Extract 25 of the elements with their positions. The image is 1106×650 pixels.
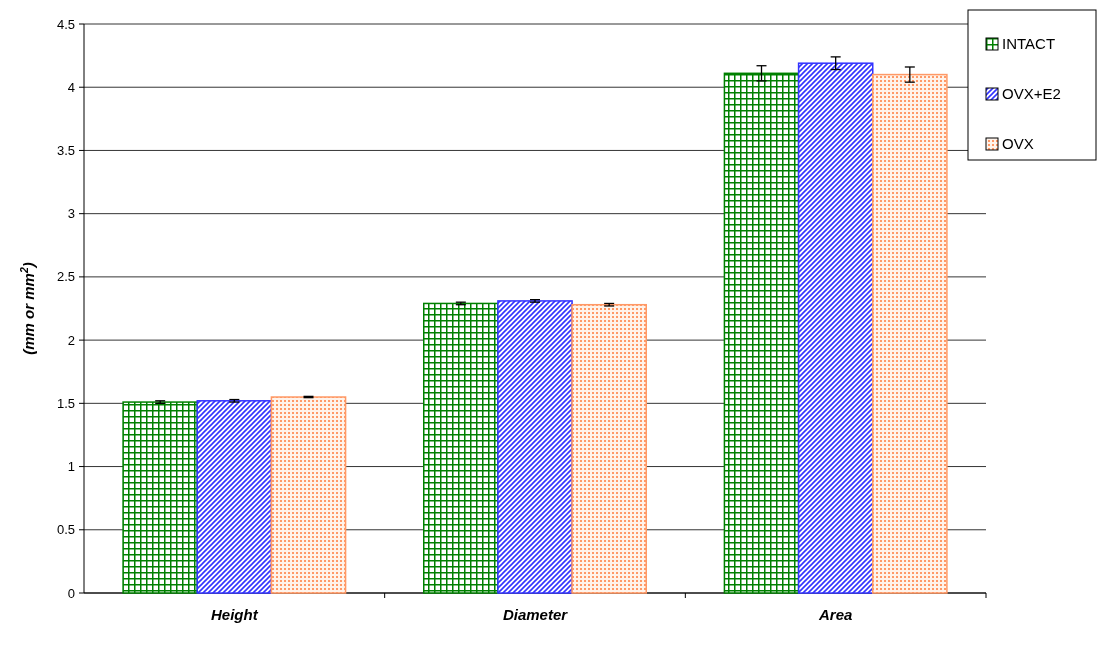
y-tick-label: 1.5 xyxy=(56,395,75,411)
y-tick-label: 2 xyxy=(67,332,75,348)
bar xyxy=(196,400,273,594)
bar xyxy=(423,302,499,594)
bar xyxy=(872,73,948,594)
y-tick-label: 4.5 xyxy=(56,16,75,32)
bar xyxy=(497,300,573,594)
x-tick-label: Area xyxy=(817,606,853,623)
bar xyxy=(571,303,647,594)
x-tick-label: Diameter xyxy=(502,606,569,623)
y-tick-label: 1 xyxy=(67,459,75,475)
bar xyxy=(723,72,800,594)
legend-label: OVX xyxy=(1002,135,1034,153)
legend-label: INTACT xyxy=(1002,35,1056,53)
bar xyxy=(122,401,198,594)
y-tick-label: 2.5 xyxy=(56,269,75,285)
y-tick-label: 0 xyxy=(67,585,75,601)
bar xyxy=(270,396,347,594)
y-tick-label: 3 xyxy=(67,206,75,222)
legend-label: OVX+E2 xyxy=(1002,85,1061,103)
y-tick-label: 3.5 xyxy=(56,142,75,158)
y-tick-label: 0.5 xyxy=(56,522,75,538)
x-tick-label: Height xyxy=(211,606,259,623)
y-tick-label: 4 xyxy=(67,79,75,95)
bar xyxy=(797,62,874,594)
